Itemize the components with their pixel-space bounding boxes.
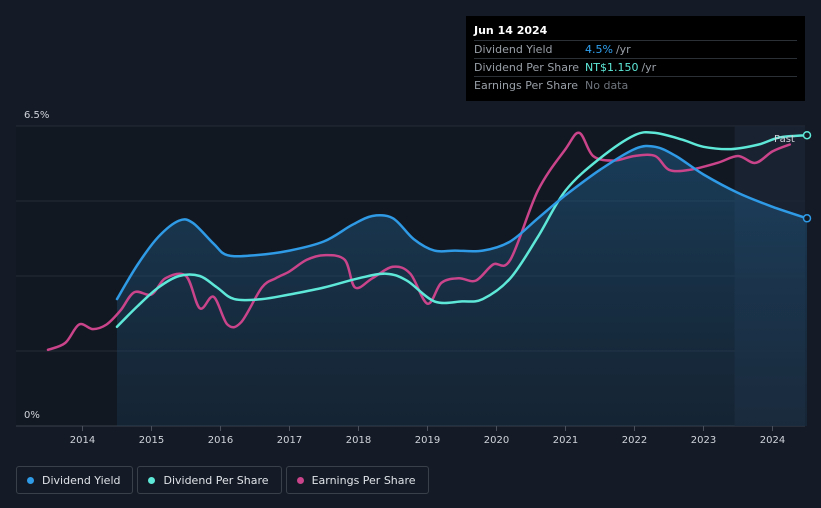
tooltip-value: No data — [585, 79, 629, 92]
dividend-per-share-end-marker — [802, 130, 812, 140]
x-tick-label: 2024 — [760, 435, 785, 446]
x-tick-label: 2018 — [346, 435, 371, 446]
x-tick-label: 2023 — [691, 435, 716, 446]
tooltip-unit: /yr — [615, 43, 631, 56]
legend-dot-icon — [296, 476, 304, 484]
x-tick-label: 2021 — [553, 435, 578, 446]
earnings-per-share-line — [46, 131, 792, 352]
x-tick-label: 2014 — [70, 435, 95, 446]
x-tick-label: 2022 — [622, 435, 647, 446]
tooltip-label: Earnings Per Share — [474, 79, 579, 92]
y-tick-top: 6.5% — [24, 110, 49, 121]
dividend-per-share-line — [115, 130, 809, 329]
dividend-yield-area — [117, 145, 807, 426]
x-tick-label: 2017 — [277, 435, 302, 446]
legend-label: Earnings Per Share — [311, 473, 416, 487]
legend-label: Dividend Per Share — [163, 473, 269, 487]
dividend-yield-line — [115, 144, 809, 301]
legend-item-dividend-per-share[interactable]: Dividend Per Share — [137, 466, 282, 494]
past-label: Past — [774, 134, 795, 145]
legend: Dividend Yield Dividend Per Share Earnin… — [16, 466, 429, 494]
tooltip-date: Jun 14 2024 — [474, 24, 548, 37]
x-tick-label: 2016 — [208, 435, 233, 446]
x-axis-ticks: 2014 2015 2016 2017 2018 2019 2020 2021 2022 2023… — [70, 426, 785, 446]
legend-item-earnings-per-share[interactable]: Earnings Per Share — [285, 466, 429, 494]
tooltip: Jun 14 2024 Dividend Yield 4.5% /yr Divi… — [466, 16, 805, 101]
tooltip-row-earnings-per-share: Earnings Per Share No data — [474, 76, 797, 94]
series-layer — [46, 130, 812, 426]
tooltip-label: Dividend Per Share — [474, 61, 580, 74]
tooltip-row-dividend-per-share: Dividend Per Share NT$1.150 /yr — [474, 58, 797, 76]
legend-dot-icon — [27, 476, 34, 484]
legend-dot-icon — [148, 476, 156, 484]
tooltip-label: Dividend Yield — [474, 43, 553, 56]
y-tick-bottom: 0% — [24, 410, 40, 421]
tooltip-row-dividend-yield: Dividend Yield 4.5% /yr — [474, 40, 797, 58]
tooltip-value: 4.5% — [585, 43, 613, 56]
tooltip-value: NT$1.150 — [585, 61, 639, 74]
legend-label: Dividend Yield — [42, 473, 121, 487]
x-tick-label: 2015 — [139, 435, 164, 446]
tooltip-unit: /yr — [641, 61, 657, 74]
x-tick-label: 2019 — [415, 435, 440, 446]
dividend-yield-end-marker — [802, 214, 812, 223]
legend-item-dividend-yield[interactable]: Dividend Yield — [16, 466, 134, 494]
x-tick-label: 2020 — [484, 435, 509, 446]
